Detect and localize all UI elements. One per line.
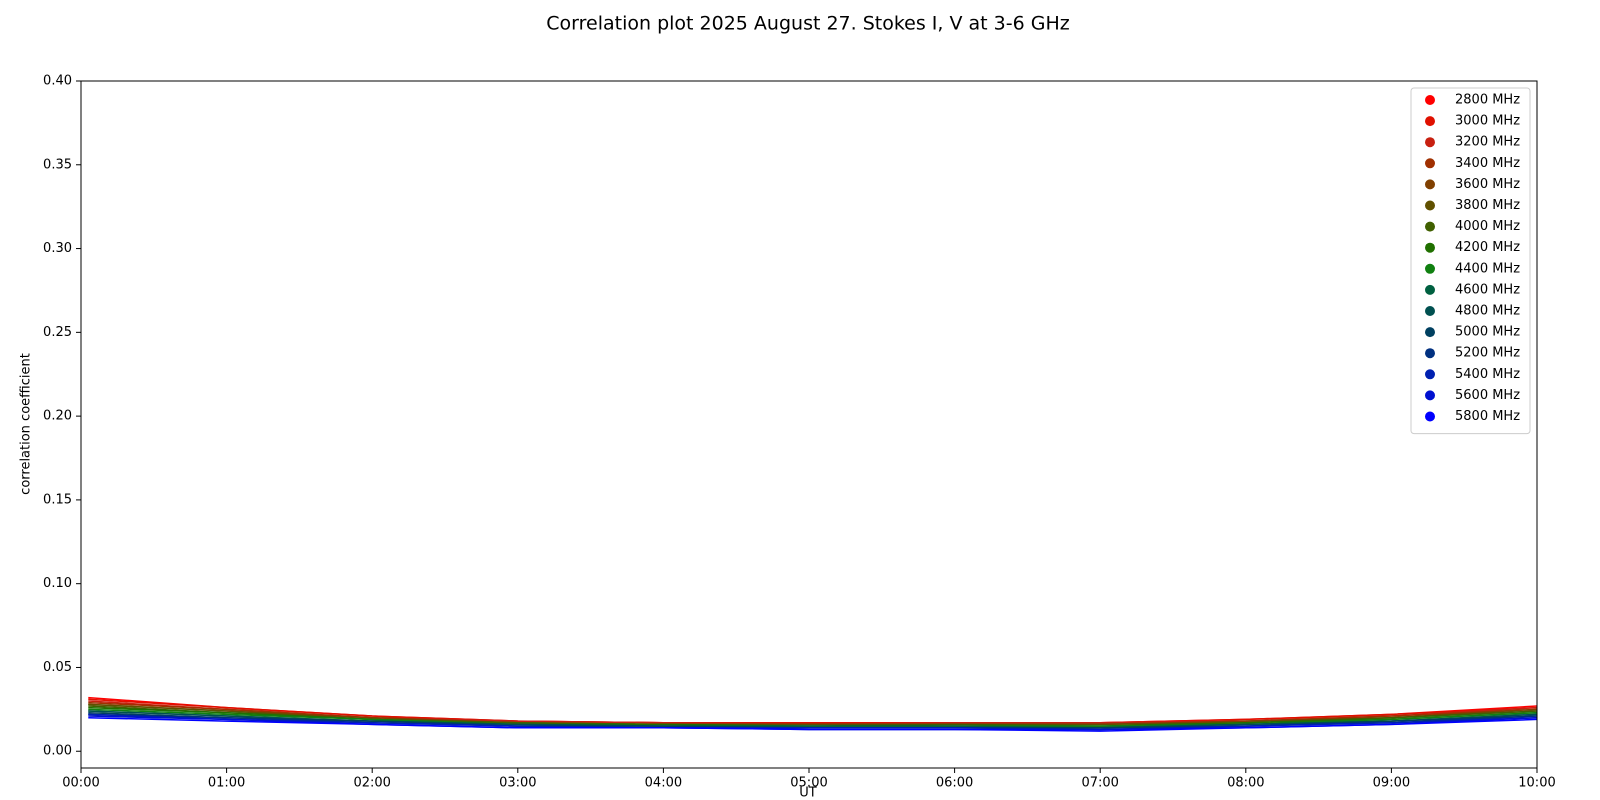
legend-marker — [1425, 390, 1435, 401]
legend-label: 3800 MHz — [1455, 198, 1520, 213]
legend-label: 5800 MHz — [1455, 409, 1520, 424]
legend-label: 2800 MHz — [1455, 93, 1520, 108]
y-tick-label: 0.10 — [43, 576, 72, 591]
legend-marker — [1425, 200, 1435, 211]
x-tick-label: 03:00 — [499, 776, 536, 791]
legend-label: 3000 MHz — [1455, 114, 1520, 129]
legend-marker — [1425, 411, 1435, 422]
legend-marker — [1425, 116, 1435, 127]
legend-label: 5600 MHz — [1455, 388, 1520, 403]
y-tick-label: 0.00 — [43, 744, 72, 759]
series-line — [88, 713, 1538, 731]
x-axis-label: UT — [799, 786, 817, 800]
legend-label: 4000 MHz — [1455, 219, 1520, 234]
legend-marker — [1425, 284, 1435, 295]
chart-title: Correlation plot 2025 August 27. Stokes … — [546, 13, 1069, 35]
legend-marker — [1425, 179, 1435, 190]
series-line — [88, 716, 1538, 732]
x-tick-label: 06:00 — [936, 776, 973, 791]
y-tick-label: 0.25 — [43, 325, 72, 340]
legend-marker — [1425, 369, 1435, 380]
legend-label: 3200 MHz — [1455, 135, 1520, 150]
legend-marker — [1425, 137, 1435, 148]
y-tick-label: 0.15 — [43, 492, 72, 507]
legend-label: 3600 MHz — [1455, 177, 1520, 192]
plot-frame — [80, 80, 1538, 769]
legend-marker — [1425, 327, 1435, 338]
x-tick-label: 00:00 — [62, 776, 99, 791]
y-tick-label: 0.05 — [43, 660, 72, 675]
legend-marker — [1425, 95, 1435, 105]
y-tick-label: 0.20 — [43, 409, 72, 424]
x-tick-label: 07:00 — [1081, 776, 1118, 791]
legend-marker — [1425, 221, 1435, 232]
y-tick-label: 0.30 — [43, 241, 72, 256]
legend-label: 4800 MHz — [1455, 304, 1520, 319]
legend-marker — [1425, 158, 1435, 169]
legend-label: 4600 MHz — [1455, 282, 1520, 297]
legend-label: 5000 MHz — [1455, 325, 1520, 340]
series-line — [88, 698, 1538, 724]
x-tick-label: 05:00 — [790, 776, 827, 791]
legend-box — [1410, 87, 1531, 435]
y-axis-label: correlation coefficient — [19, 353, 34, 495]
x-tick-label: 02:00 — [353, 776, 390, 791]
legend-label: 5400 MHz — [1455, 367, 1520, 382]
legend-marker — [1425, 348, 1435, 359]
legend-label: 4400 MHz — [1455, 261, 1520, 276]
x-tick-label: 01:00 — [208, 776, 245, 791]
legend-marker — [1425, 263, 1435, 274]
legend-marker — [1425, 242, 1435, 253]
y-tick-label: 0.40 — [43, 74, 72, 89]
x-tick-label: 04:00 — [645, 776, 682, 791]
y-tick-label: 0.35 — [43, 157, 72, 172]
legend-marker — [1425, 306, 1435, 316]
x-tick-label: 10:00 — [1518, 776, 1555, 791]
legend-label: 4200 MHz — [1455, 240, 1520, 255]
x-tick-label: 08:00 — [1227, 776, 1264, 791]
x-tick-label: 09:00 — [1373, 776, 1410, 791]
legend-label: 5200 MHz — [1455, 346, 1520, 361]
legend-label: 3400 MHz — [1455, 156, 1520, 171]
